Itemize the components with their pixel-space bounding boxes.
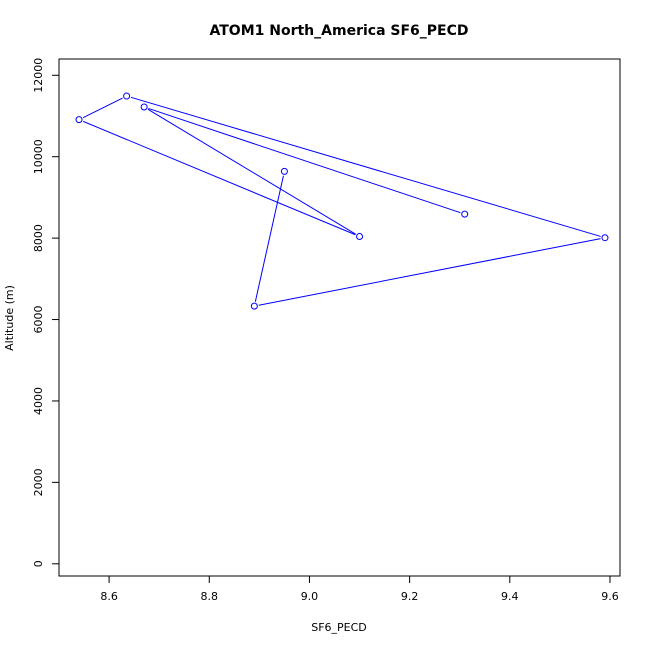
series-line-segment [82,120,356,236]
data-point [250,302,258,310]
plot-box [58,58,621,577]
x-tick-label: 9.4 [501,590,519,603]
x-tick-label: 9.6 [601,590,619,603]
y-tick-label: 6000 [32,306,45,334]
y-tick-label: 4000 [32,387,45,415]
x-tick-label: 8.6 [100,590,118,603]
data-point [601,234,609,242]
series-line-segment [82,97,123,119]
series-line-segment [148,107,461,214]
y-tick-label: 12000 [32,58,45,93]
y-tick-label: 0 [32,560,45,567]
data-point [280,167,288,175]
series-line-segment [147,108,356,235]
series-line-segment [254,175,284,302]
x-tick-label: 9.0 [301,590,319,603]
data-point [75,116,83,124]
chart-title: ATOM1 North_America SF6_PECD [210,23,469,39]
series-line-segment [130,96,601,237]
data-point [461,210,469,218]
data-point [140,103,148,111]
series-layer [75,92,609,310]
y-axis: 0 2000 4000 6000 8000 10000 12000 [32,58,59,567]
series-line-segment [258,238,601,306]
data-point [123,92,131,100]
y-tick-label: 2000 [32,468,45,496]
x-axis-label: SF6_PECD [311,621,367,634]
x-tick-label: 8.8 [201,590,219,603]
data-point [356,232,364,240]
x-tick-label: 9.2 [401,590,419,603]
x-axis: 8.6 8.8 9.0 9.2 9.4 9.6 [100,576,619,603]
y-axis-label: Altitude (m) [3,285,16,351]
y-tick-label: 8000 [32,224,45,252]
y-tick-label: 10000 [32,139,45,174]
